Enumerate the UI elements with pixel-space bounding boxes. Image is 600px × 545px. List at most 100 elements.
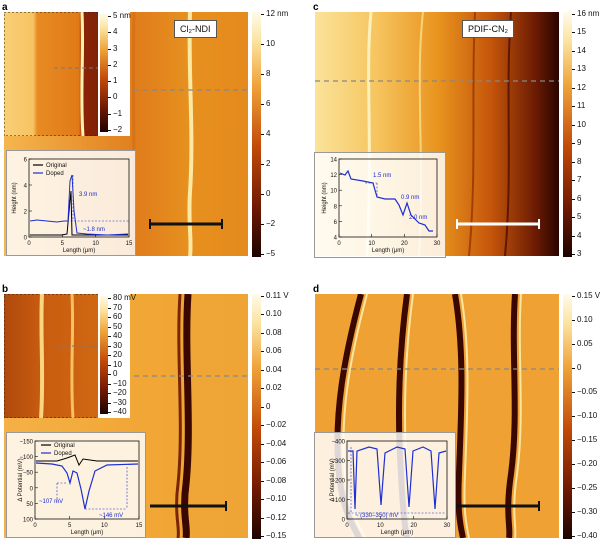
colorbar-tick-label: 0.08 [266,327,282,337]
colorbar-tick [261,164,264,165]
colorbar-tick [108,113,111,115]
x-tick-label: 5 [68,523,72,529]
colorbar-tick-label: 8 [266,69,271,78]
x-tick-label: 10 [92,241,99,247]
colorbar-tick [108,402,111,404]
colorbar-tick-label: −0.02 [266,420,287,430]
x-tick-label: 0 [345,523,349,529]
colorbar-tick-label: −10 [113,378,127,388]
colorbar-tick [261,332,264,334]
colorbar-tick-label: 8 [577,156,582,166]
colorbar-tick [572,440,575,441]
colorbar-tick [572,512,575,513]
colorbar-tick-label: −0.06 [266,457,287,467]
y-tick-label: 12 [330,173,337,179]
colorbar-tick [572,320,575,321]
colorbar-tick-label: 60 [113,312,122,321]
colorbar-tick [108,48,111,50]
colorbar-tick [572,87,575,89]
inset-colorbar-a [100,14,108,132]
x-tick-label: 20 [401,241,408,247]
profile-plot-a: 0 2 4 6 0 5 10 15 Length (μm) Height (nm) Original… [6,150,136,256]
colorbar-tick [108,364,111,366]
profile-plot-d: 0 −100 −200 −300 −400 0 10 20 30 Length (μm) Δ Pot… [314,432,456,538]
colorbar-tick [261,443,264,445]
colorbar-tick [261,74,264,75]
colorbar-tick-label: −0.15 [266,531,287,540]
colorbar-tick-label: 7 [577,175,582,185]
colorbar-tick [108,298,111,299]
x-tick-label: 5 [61,241,65,247]
colorbar-tick-label: −0.12 [266,512,287,522]
colorbar-tick-label: 6 [577,193,582,203]
colorbar-tick [572,464,575,465]
colorbar-tick-label: 40 [113,331,122,340]
colorbar-tick-label: −30 [113,397,127,407]
colorbar-tick [108,336,111,337]
colorbar-tick [572,161,575,163]
y-tick-label: 0 [24,236,28,242]
data-series [348,446,447,510]
annotation: 0.9 nm [401,195,419,201]
colorbar-tick [261,517,264,519]
colorbar-tick [108,307,111,309]
colorbar-b [252,294,261,539]
colorbar-tick [108,326,111,328]
colorbar-tick-label: −5 [266,249,276,258]
y-tick-label: 0 [342,518,346,524]
y-tick-label: −100 [331,498,345,504]
colorbar-tick-label: 1 [113,76,118,86]
colorbar-tick-label: −2 [266,219,276,228]
annotation: 3.9 nm [79,192,97,198]
x-axis-label: Length (μm) [71,530,103,536]
colorbar-tick-label: 11 [577,101,586,111]
colorbar-tick [108,383,111,385]
data-series [35,462,139,510]
data-series [36,454,138,467]
colorbar-tick [572,392,575,393]
colorbar-tick [261,462,264,464]
colorbar-tick [261,134,264,135]
colorbar-tick [261,369,264,371]
colorbar-tick-label: 13 [577,64,586,74]
x-tick-label: 0 [337,241,341,247]
colorbar-tick-label: −0.25 [577,483,598,492]
y-tick-label: 50 [26,502,33,508]
profile-plot-b: 100 50 0 −50 −100 −150 0 5 10 15 Length (μm) Δ Pote… [6,432,146,538]
colorbar-tick-label: 20 [113,350,122,359]
x-axis-label: Length (μm) [63,248,95,254]
colorbar-tick-label: 10 [113,359,122,369]
colorbar-tick-label: −1 [113,108,123,118]
x-tick-label: 15 [136,523,143,529]
y-tick-label: −50 [23,471,34,477]
colorbar-tick-label: 0.15 V [577,291,600,300]
colorbar-tick [108,393,111,394]
y-tick-label: −150 [19,440,33,446]
colorbar-tick [572,106,575,108]
inset-kpfm-b [4,294,100,418]
data-series [339,169,433,232]
y-tick-label: −200 [331,479,345,485]
colorbar-tick-label: 9 [577,138,582,148]
colorbar-tick [572,254,575,255]
colorbar-tick-label: 0 [113,92,118,102]
colorbar-tick [572,344,575,345]
x-tick-label: 10 [377,523,384,529]
colorbar-c [563,12,572,257]
colorbar-tick-label: 4 [577,230,582,240]
colorbar-tick-label: 12 nm [266,9,289,18]
colorbar-tick [261,480,264,482]
colorbar-tick-label: 0 [266,189,271,198]
colorbar-tick-label: 12 [577,82,586,92]
colorbar-tick [261,194,264,195]
plot-frame [28,158,130,238]
colorbar-tick [261,44,264,45]
colorbar-tick-label: −0.15 [577,435,598,444]
colorbar-d [563,294,572,539]
colorbar-tick [572,14,575,15]
y-tick-label: 6 [24,158,28,164]
colorbar-tick-label: 5 nm [113,11,131,20]
y-tick-label: −400 [331,440,345,446]
colorbar-tick [572,368,575,369]
colorbar-tick [261,224,264,225]
